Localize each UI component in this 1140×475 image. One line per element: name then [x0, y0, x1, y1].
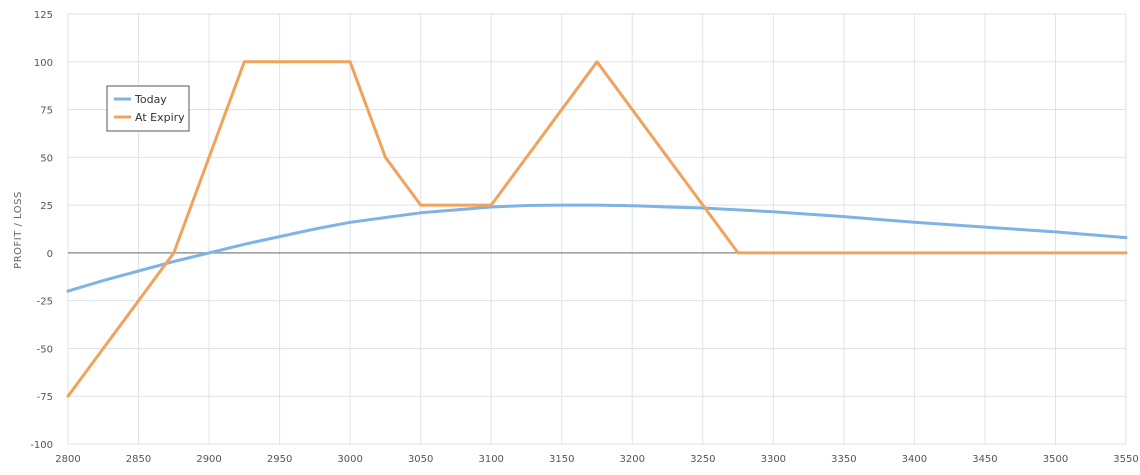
y-tick-label: -25: [37, 297, 53, 308]
series-line-at-expiry: [66, 60, 1128, 398]
y-tick-label: -100: [30, 440, 53, 451]
series-group: [66, 60, 1128, 398]
y-axis-label: PROFIT / LOSS: [13, 191, 24, 269]
x-tick-label: 3500: [1043, 454, 1068, 465]
x-tick-label: 2950: [267, 454, 292, 465]
x-tick-label: 3200: [620, 454, 645, 465]
x-tick-label: 3100: [478, 454, 503, 465]
x-tick-label: 3400: [902, 454, 927, 465]
x-tick-label: 3000: [337, 454, 362, 465]
tick-labels: 2800 2850 2900 2950 3000 3050 3100 3150 3200 3250…: [30, 10, 1138, 465]
x-tick-label: 3250: [690, 454, 715, 465]
legend: Today At Expiry: [106, 85, 190, 132]
x-tick-label: 2850: [126, 454, 151, 465]
y-tick-label: 75: [40, 106, 53, 117]
x-tick-label: 3350: [831, 454, 856, 465]
grid: [67, 13, 1127, 445]
x-tick-label: 2900: [196, 454, 221, 465]
y-tick-label: 100: [34, 58, 53, 69]
y-tick-label: 0: [47, 249, 53, 260]
legend-label-at-expiry: At Expiry: [135, 111, 185, 124]
legend-label-today: Today: [134, 93, 167, 106]
series-line-today: [66, 203, 1128, 293]
y-tick-label: -75: [37, 392, 53, 403]
y-tick-label: 25: [40, 201, 53, 212]
x-tick-label: 2800: [55, 454, 80, 465]
x-tick-label: 3300: [761, 454, 786, 465]
x-tick-label: 3450: [972, 454, 997, 465]
y-tick-label: 125: [34, 10, 53, 21]
y-tick-label: 50: [40, 153, 53, 164]
x-tick-label: 3550: [1113, 454, 1138, 465]
x-tick-label: 3150: [549, 454, 574, 465]
legend-box: [106, 85, 190, 132]
y-tick-label: -50: [37, 344, 53, 355]
x-tick-label: 3050: [408, 454, 433, 465]
